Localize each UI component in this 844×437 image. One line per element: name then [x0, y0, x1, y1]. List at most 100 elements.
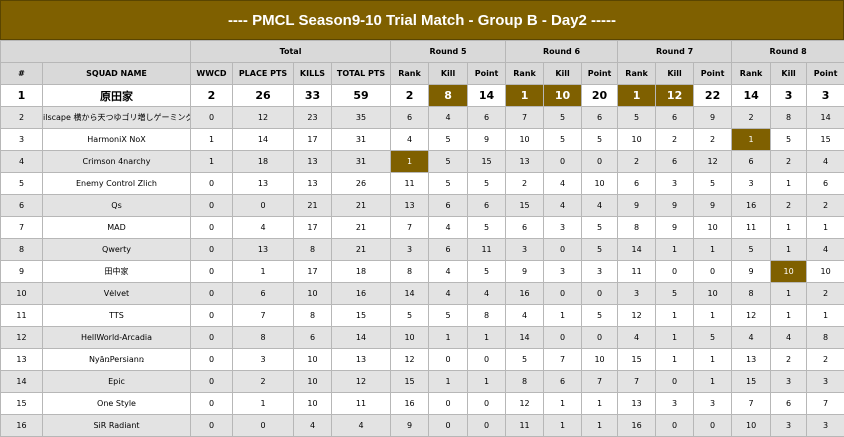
squad-name: One Style	[43, 393, 191, 415]
cell: 4	[582, 195, 618, 217]
cell: 10	[807, 261, 844, 283]
cell: 16	[391, 393, 429, 415]
cell: 26	[233, 85, 294, 107]
cell: 11	[468, 239, 506, 261]
cell: 12	[233, 107, 294, 129]
cell: 17	[294, 129, 332, 151]
cell: 1	[656, 349, 694, 371]
cell: 3	[656, 393, 694, 415]
squad-name: ilscape 横から天つゆゴリ増しゲーミング	[43, 107, 191, 129]
cell: 14	[468, 85, 506, 107]
cell: 1	[506, 85, 544, 107]
squad-name: Epic	[43, 371, 191, 393]
cell: 10	[294, 283, 332, 305]
cell: 0	[582, 327, 618, 349]
cell: 4	[391, 129, 429, 151]
cell: 7	[544, 349, 582, 371]
cell: 6	[656, 151, 694, 173]
cell: 4	[771, 327, 807, 349]
cell: 2	[191, 85, 233, 107]
cell: 1	[694, 349, 732, 371]
cell: 1	[771, 305, 807, 327]
cell: 2	[694, 129, 732, 151]
cell: 2	[807, 349, 844, 371]
cell: 5	[732, 239, 771, 261]
cell: 0	[544, 239, 582, 261]
cell: 2	[618, 151, 656, 173]
cell: 2	[771, 349, 807, 371]
title-bar: ---- PMCL Season9-10 Trial Match - Group…	[0, 0, 844, 40]
squad-name: HarmoniX NoX	[43, 129, 191, 151]
group-header: Round 8	[732, 41, 844, 63]
cell: 3	[807, 85, 844, 107]
cell: 12	[732, 305, 771, 327]
cell: 0	[191, 195, 233, 217]
cell: 3	[1, 129, 43, 151]
cell: 9	[391, 415, 429, 437]
cell: 1	[582, 415, 618, 437]
cell: 4	[468, 283, 506, 305]
cell: 5	[618, 107, 656, 129]
cell: 10	[771, 261, 807, 283]
cell: 1	[694, 305, 732, 327]
cell: 9	[1, 261, 43, 283]
cell: 14	[233, 129, 294, 151]
cell: 31	[332, 151, 391, 173]
cell: 5	[544, 107, 582, 129]
cell: 13	[732, 349, 771, 371]
cell: 4	[1, 151, 43, 173]
cell: 0	[544, 327, 582, 349]
column-header: Point	[582, 63, 618, 85]
cell: 17	[294, 261, 332, 283]
column-header: Kill	[429, 63, 468, 85]
cell: 15	[732, 371, 771, 393]
cell: 10	[391, 327, 429, 349]
cell: 12	[656, 85, 694, 107]
cell: 5	[582, 217, 618, 239]
cell: 15	[332, 305, 391, 327]
cell: 5	[656, 283, 694, 305]
cell: 3	[582, 261, 618, 283]
cell: 6	[429, 195, 468, 217]
cell: 9	[656, 217, 694, 239]
cell: 8	[1, 239, 43, 261]
cell: 1	[771, 217, 807, 239]
cell: 1	[618, 85, 656, 107]
cell: 9	[618, 195, 656, 217]
cell: 2	[807, 283, 844, 305]
cell: 31	[332, 129, 391, 151]
cell: 0	[233, 195, 294, 217]
cell: 5	[468, 261, 506, 283]
cell: 5	[429, 305, 468, 327]
cell: 9	[506, 261, 544, 283]
cell: 10	[544, 85, 582, 107]
cell: 6	[1, 195, 43, 217]
cell: 3	[656, 173, 694, 195]
cell: 15	[1, 393, 43, 415]
cell: 15	[506, 195, 544, 217]
cell: 3	[771, 371, 807, 393]
cell: 0	[191, 261, 233, 283]
cell: 13	[294, 151, 332, 173]
cell: 12	[694, 151, 732, 173]
cell: 10	[294, 371, 332, 393]
cell: 3	[506, 239, 544, 261]
cell: 1	[807, 217, 844, 239]
cell: 3	[391, 239, 429, 261]
cell: 7	[807, 393, 844, 415]
cell: 0	[191, 349, 233, 371]
cell: 4	[807, 239, 844, 261]
cell: 0	[544, 283, 582, 305]
cell: 11	[732, 217, 771, 239]
cell: 16	[618, 415, 656, 437]
cell: 18	[233, 151, 294, 173]
cell: 1	[544, 305, 582, 327]
cell: 22	[694, 85, 732, 107]
cell: 0	[429, 393, 468, 415]
cell: 0	[429, 415, 468, 437]
